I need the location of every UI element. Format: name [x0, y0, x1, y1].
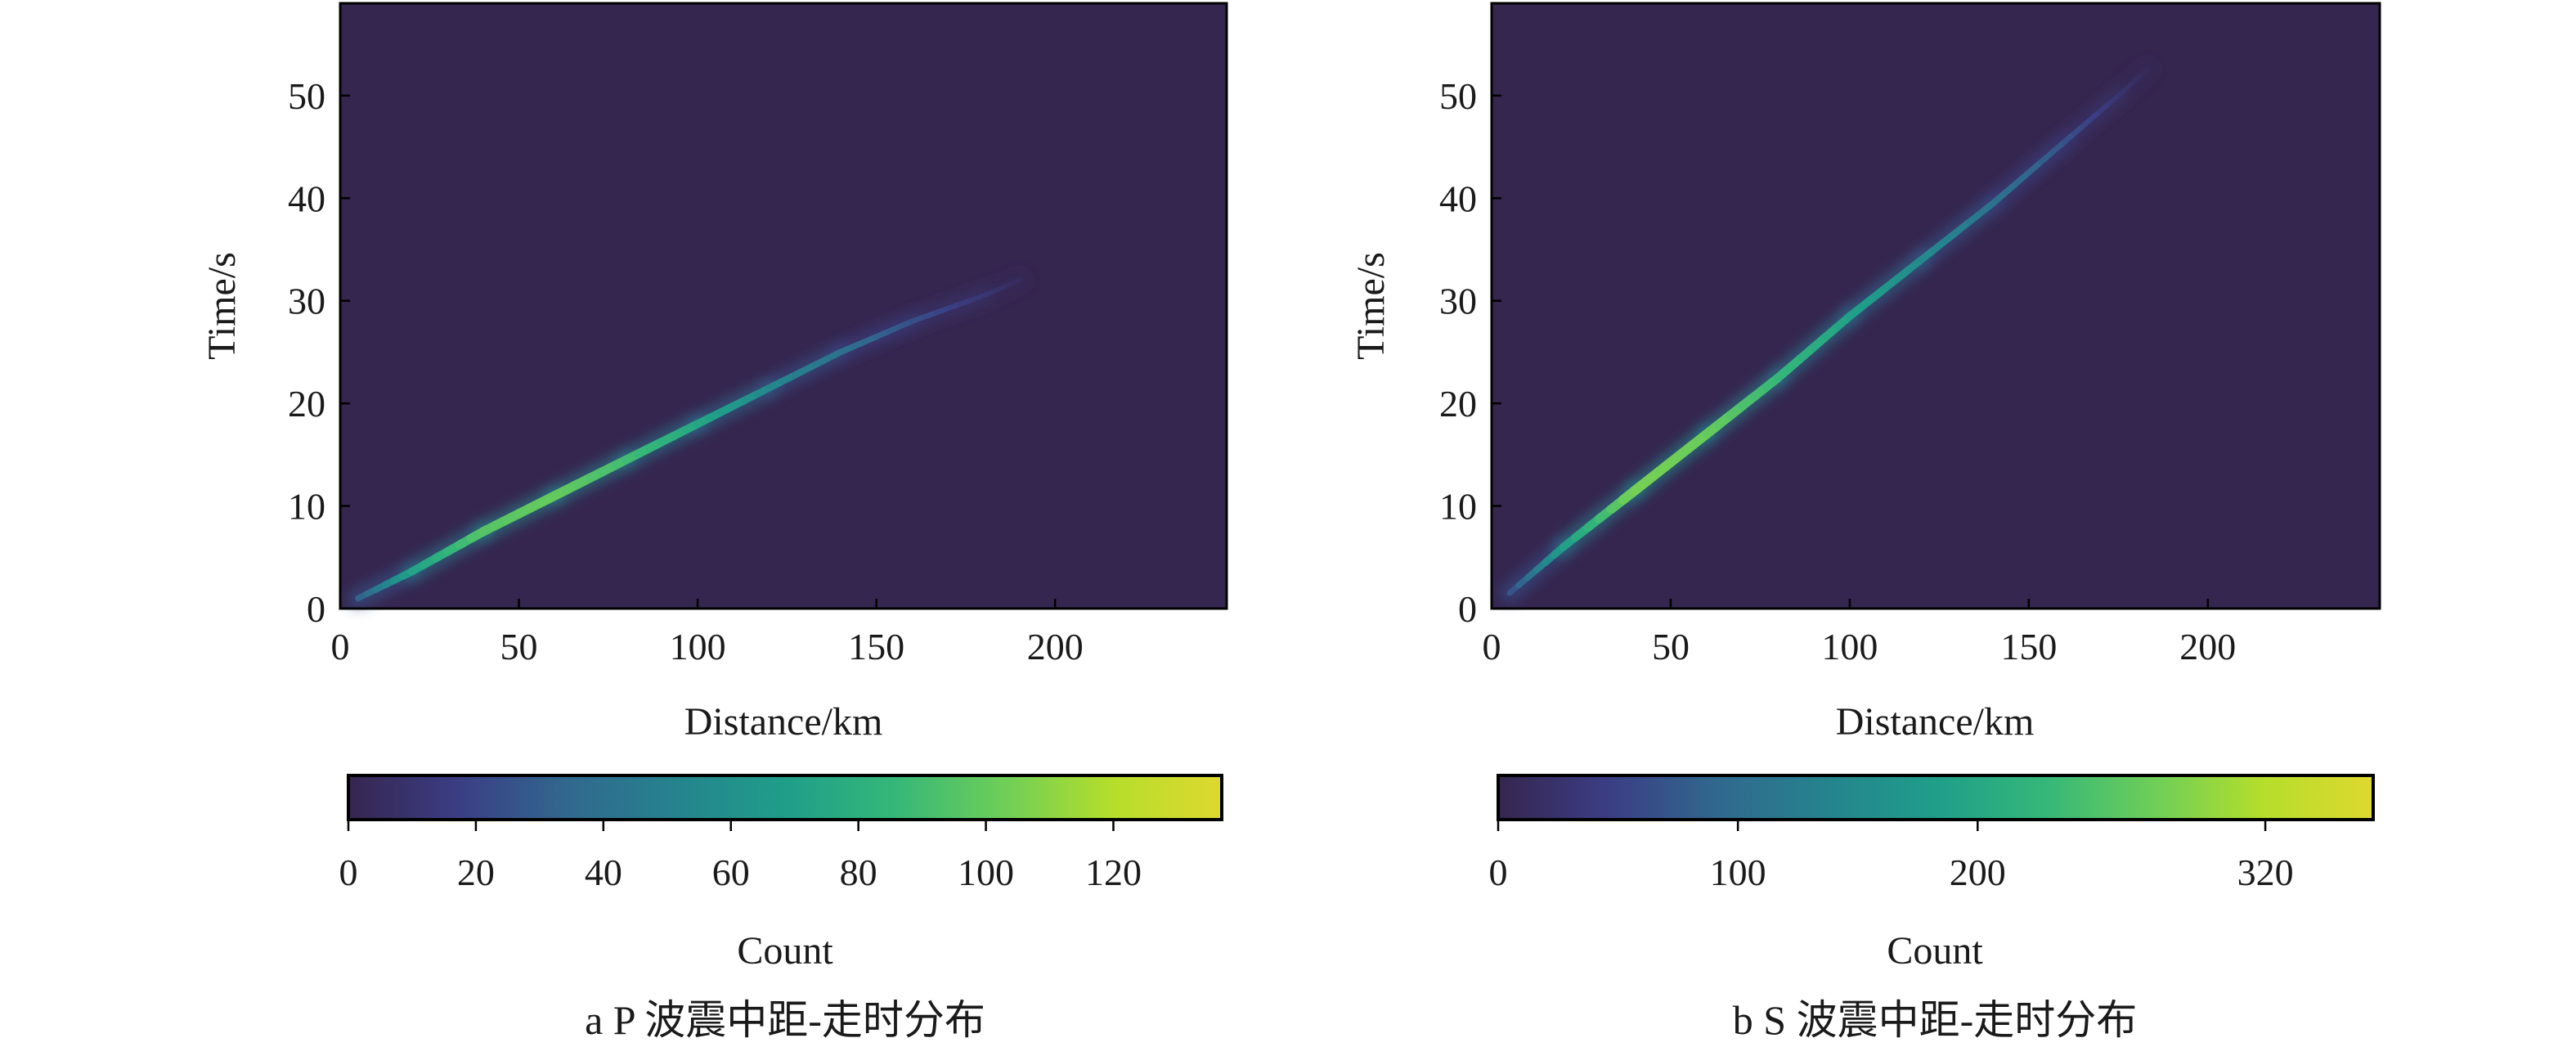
y-tick-label: 20: [1439, 383, 1477, 425]
colorbar-b-ticks: 0 100 200 320: [1489, 820, 2294, 893]
y-tick-label: 40: [1439, 177, 1477, 219]
colorbar-tick-label: 200: [1950, 852, 2006, 893]
axes-a: 0 50 100 150 200 0 10 20 30 40 50: [288, 75, 1084, 667]
colorbar-tick-label: 120: [1085, 852, 1142, 893]
colorbar-tick-label: 80: [840, 852, 877, 893]
y-axis-label-b: Time/s: [1349, 252, 1393, 360]
y-tick-label: 0: [307, 588, 325, 630]
colorbar-b-label: Count: [1887, 929, 1983, 973]
colorbar-tick-label: 100: [958, 852, 1014, 893]
band-segment: [2139, 67, 2149, 77]
x-tick-label: 0: [331, 626, 350, 667]
colorbar-a: [347, 774, 1223, 821]
plot-a-background: [340, 3, 1227, 609]
y-tick-label: 30: [1439, 281, 1477, 322]
band-segment: [1011, 277, 1022, 285]
y-axis-label-a: Time/s: [200, 252, 244, 360]
y-tick-label: 10: [288, 486, 325, 528]
colorbar-tick-label: 320: [2237, 852, 2294, 893]
colorbar-tick-label: 20: [457, 852, 495, 893]
heatmap-band-b: [1498, 59, 2158, 604]
x-tick-label: 100: [1821, 626, 1878, 667]
colorbar-tick-label: 0: [339, 852, 358, 893]
x-tick-label: 50: [1652, 626, 1690, 667]
x-tick-label: 50: [500, 626, 538, 667]
x-axis-label-a: Distance/km: [684, 700, 883, 744]
x-tick-label: 200: [1027, 626, 1084, 667]
caption-b: b S 波震中距-走时分布: [1733, 997, 2137, 1043]
y-tick-label: 40: [288, 177, 325, 219]
y-tick-label: 0: [1458, 588, 1477, 630]
x-tick-label: 0: [1483, 626, 1501, 667]
y-tick-label: 20: [288, 383, 325, 425]
plot-b-background: [1492, 3, 2380, 609]
plot-a-frame: [339, 2, 1228, 610]
colorbar-tick-label: 100: [1710, 852, 1766, 893]
y-tick-label: 50: [288, 75, 325, 117]
colorbar-tick-label: 0: [1489, 852, 1508, 893]
y-tick-label: 50: [1439, 75, 1477, 117]
x-tick-label: 200: [2179, 626, 2236, 667]
caption-a: a P 波震中距-走时分布: [585, 997, 985, 1043]
colorbar-a-label: Count: [737, 929, 833, 973]
axes-b: 0 50 100 150 200 0 10 20 30 40 50: [1439, 75, 2236, 667]
heatmap-band-a: [347, 269, 1030, 609]
y-tick-label: 30: [288, 281, 325, 322]
colorbar-b: [1497, 774, 2375, 821]
x-tick-label: 100: [670, 626, 726, 667]
colorbar-a-ticks: 0 20 40 60 80 100 120: [339, 820, 1142, 893]
colorbar-tick-label: 40: [585, 852, 622, 893]
x-tick-label: 150: [848, 626, 904, 667]
x-axis-label-b: Distance/km: [1836, 700, 2035, 744]
panel-b: 0 50 100 150 200 0 10 20 30 40 50 Distance/km Time…: [1349, 2, 2381, 1043]
plot-b-frame: [1490, 2, 2381, 610]
x-tick-label: 150: [2000, 626, 2057, 667]
colorbar-tick-label: 60: [712, 852, 750, 893]
y-tick-label: 10: [1439, 486, 1477, 528]
